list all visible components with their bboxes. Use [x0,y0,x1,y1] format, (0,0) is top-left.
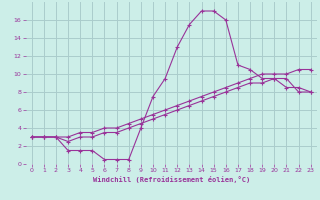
X-axis label: Windchill (Refroidissement éolien,°C): Windchill (Refroidissement éolien,°C) [92,176,250,183]
